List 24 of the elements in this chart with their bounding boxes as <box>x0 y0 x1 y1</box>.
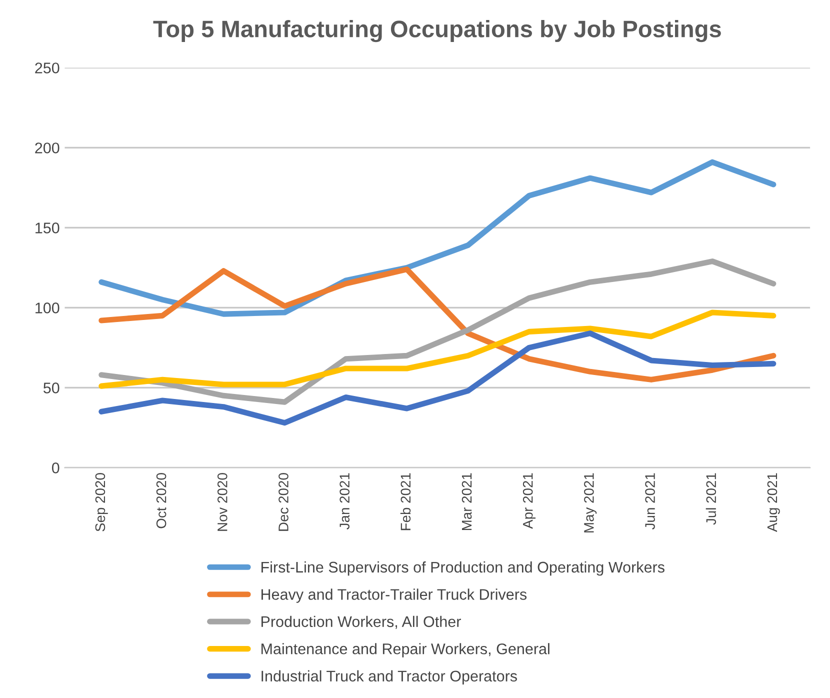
chart-title: Top 5 Manufacturing Occupations by Job Postings <box>153 20 721 42</box>
legend-label: Industrial Truck and Tractor Operators <box>262 670 517 685</box>
y-tick-label: 150 <box>36 222 60 234</box>
legend-label: First-Line Supervisors of Production and Operating Workers <box>262 561 664 576</box>
y-tick-label: 100 <box>36 302 60 314</box>
x-tick-label: Jan 2021 <box>340 473 350 530</box>
x-tick-label: Sep 2020 <box>95 473 108 532</box>
x-tick-label: Apr 2021 <box>522 473 536 529</box>
legend-label: Production Workers, All Other <box>262 616 461 629</box>
x-tick-label: Dec 2020 <box>278 473 288 531</box>
x-tick-label: Nov 2020 <box>217 473 228 531</box>
legend-label: Maintenance and Repair Workers, General <box>262 643 550 658</box>
x-tick-label: Oct 2020 <box>156 473 166 528</box>
y-tick-label: 50 <box>44 382 60 394</box>
x-tick-label: Mar 2021 <box>462 473 472 530</box>
x-tick-label: Jun 2021 <box>645 473 655 530</box>
y-tick-label: 250 <box>35 62 60 74</box>
y-tick-label: 200 <box>35 142 60 154</box>
x-tick-label: May 2021 <box>584 473 597 532</box>
legend-label: Heavy and Tractor-Trailer Truck Drivers <box>262 588 527 603</box>
x-tick-label: Jul 2021 <box>706 473 716 525</box>
y-tick-label: 0 <box>52 462 60 474</box>
x-tick-label: Feb 2021 <box>400 473 411 530</box>
x-tick-label: Aug 2021 <box>767 473 780 532</box>
